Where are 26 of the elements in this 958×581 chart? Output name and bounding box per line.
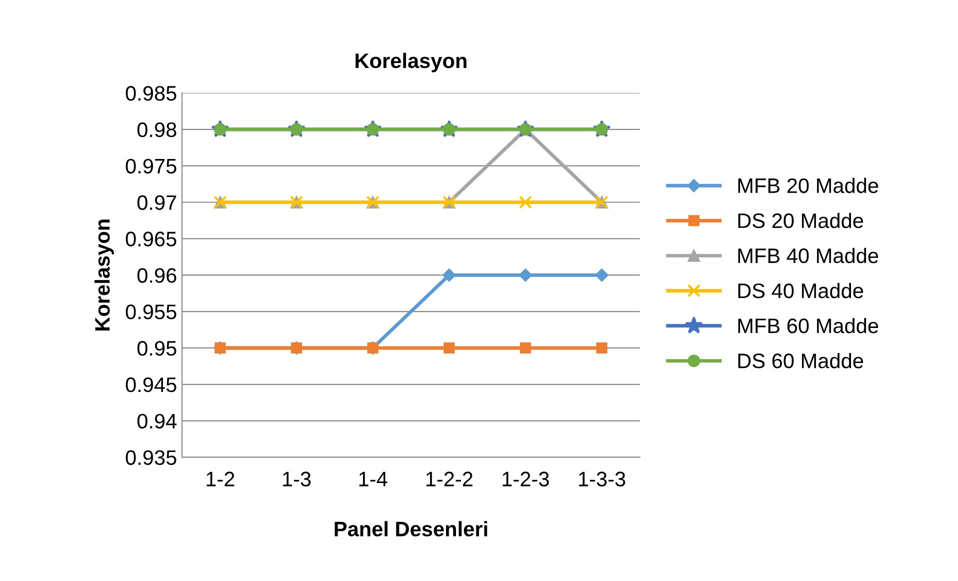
x-tick-label: 1-2-3 [502, 472, 549, 486]
legend-label: DS 20 Madde [738, 212, 864, 228]
legend-label: MFB 20 Madde [738, 178, 878, 194]
x-tick-label: 1-3-3 [579, 472, 626, 486]
legend-label: MFB 40 Madde [738, 248, 878, 264]
x-tick-label: 1-4 [359, 472, 388, 486]
y-tick-label: 0.97 [137, 195, 176, 210]
y-tick-label: 0.975 [126, 158, 176, 174]
y-axis-title: Korelasyon [94, 220, 114, 330]
y-tick-label: 0.96 [137, 268, 176, 283]
y-tick-label: 0.95 [137, 340, 176, 356]
legend-label: MFB 60 Madde [738, 318, 878, 334]
y-tick-label: 0.935 [126, 450, 176, 465]
chart-title: Korelasyon [356, 52, 466, 72]
x-tick-label: 1-2-2 [426, 472, 472, 486]
x-tick-label: 1-3 [283, 472, 311, 486]
y-tick-label: 0.945 [126, 377, 176, 392]
x-tick-label: 1-2 [206, 472, 234, 486]
y-tick-label: 0.965 [126, 232, 176, 246]
y-tick-label: 0.955 [126, 304, 176, 320]
legend-label: DS 60 Madde [738, 353, 864, 368]
y-tick-label: 0.94 [137, 414, 177, 429]
legend-label: DS 40 Madde [738, 282, 864, 298]
y-tick-label: 0.98 [137, 122, 176, 138]
x-axis-title: Panel Desenleri [334, 521, 488, 536]
y-tick-label: 0.985 [126, 86, 176, 101]
